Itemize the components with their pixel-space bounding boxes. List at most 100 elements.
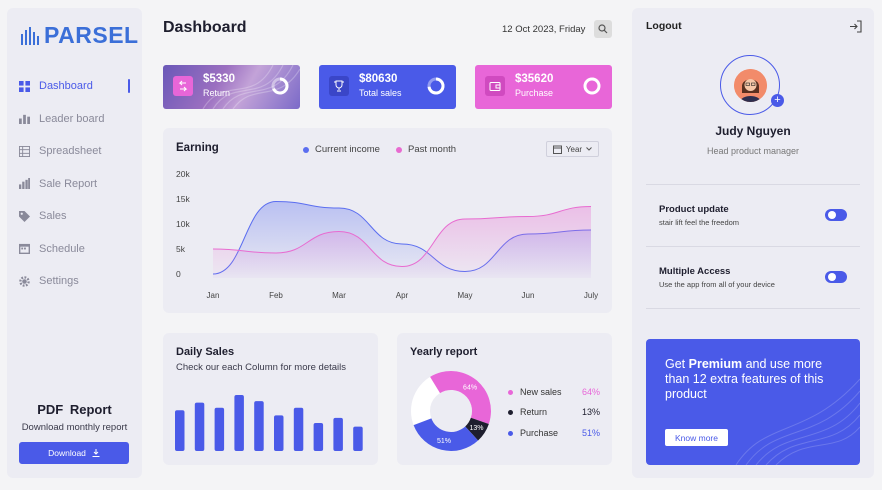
- y-tick-label: 5k: [176, 244, 186, 254]
- know-more-button[interactable]: Know more: [665, 429, 728, 446]
- legend-value: 51%: [581, 428, 600, 438]
- search-button[interactable]: [594, 20, 612, 38]
- wallet-icon: [485, 76, 505, 96]
- sidebar-item-label: Dashboard: [39, 80, 93, 93]
- download-icon: [92, 449, 100, 457]
- legend-label: New sales: [520, 387, 562, 397]
- legend-dot: [303, 146, 309, 153]
- daily-sales-bar[interactable]: [214, 407, 225, 451]
- year-select-label: Year: [565, 144, 583, 154]
- x-tick-label: Feb: [269, 291, 283, 300]
- promo-text: Get Premium and use more than 12 extra f…: [665, 357, 835, 402]
- daily-sales-bar[interactable]: [313, 423, 324, 451]
- add-photo-button[interactable]: +: [771, 94, 784, 107]
- promo-bold: Premium: [688, 357, 743, 371]
- user-name: Judy Nguyen: [715, 124, 791, 138]
- calendar-icon: [552, 145, 562, 154]
- logout-icon[interactable]: [849, 20, 862, 33]
- sidebar-item-spreadsheet[interactable]: Spreadsheet: [7, 135, 142, 168]
- sidebar-item-label: Settings: [39, 275, 79, 288]
- avatar-illustration: [734, 69, 767, 102]
- daily-sales-bar[interactable]: [353, 426, 363, 451]
- legend-value: 13%: [581, 407, 600, 417]
- wave-pattern: [202, 65, 300, 109]
- daily-sales-bar[interactable]: [293, 407, 304, 451]
- progress-ring: [583, 77, 601, 95]
- daily-sales-title: Daily Sales: [176, 346, 235, 358]
- x-tick-label: July: [584, 291, 598, 300]
- daily-sales-bar[interactable]: [175, 410, 185, 451]
- setting-title: Multiple Access: [659, 266, 731, 277]
- donut-slice-label: 64%: [463, 385, 477, 392]
- setting-title: Product update: [659, 204, 729, 215]
- legend-label: Purchase: [520, 428, 559, 438]
- divider: [646, 246, 860, 247]
- return-icon: [173, 76, 193, 96]
- daily-sales-bar[interactable]: [194, 402, 205, 451]
- setting-subtitle: Use the app from all of your device: [659, 280, 775, 289]
- grid-icon: [19, 80, 30, 92]
- report-chart-icon: [19, 178, 30, 190]
- user-role: Head product manager: [706, 146, 800, 156]
- x-tick-label: May: [457, 291, 472, 300]
- stat-card-purchase[interactable]: $35620 Purchase: [475, 65, 612, 109]
- sidebar-item-label: Sale Report: [39, 177, 98, 190]
- tag-icon: [19, 210, 30, 222]
- year-select[interactable]: Year: [546, 141, 599, 157]
- daily-sales-panel: Daily Sales Check our each Column for mo…: [163, 333, 378, 465]
- donut-slice[interactable]: [430, 371, 491, 424]
- sidebar-item-settings[interactable]: Settings: [7, 265, 142, 298]
- daily-sales-bar[interactable]: [274, 415, 284, 451]
- donut-slice[interactable]: [413, 418, 479, 451]
- y-tick-label: 10k: [176, 219, 190, 229]
- sidebar-item-leader-board[interactable]: Leader board: [7, 103, 142, 136]
- sidebar-item-dashboard[interactable]: Dashboard: [7, 70, 142, 103]
- daily-sales-bar[interactable]: [333, 417, 343, 451]
- earning-chart: 20k 15k 10k 5k 0 Jan Feb Mar Apr May Jun July: [176, 169, 598, 300]
- legend-dot: [508, 409, 513, 415]
- yearly-report-panel: Yearly report 64% 13% 51% New sales 64% Re…: [397, 333, 612, 465]
- sidebar-item-sales[interactable]: Sales: [7, 200, 142, 233]
- premium-promo: Get Premium and use more than 12 extra f…: [646, 339, 860, 465]
- daily-sales-bar[interactable]: [234, 395, 244, 451]
- product-update-toggle[interactable]: [825, 209, 847, 221]
- legend-current-income: Current income: [303, 144, 380, 155]
- stat-label: Total sales: [359, 88, 402, 98]
- promo-wave-pattern: [735, 378, 860, 465]
- multiple-access-toggle[interactable]: [825, 271, 847, 283]
- y-tick-label: 0: [176, 269, 181, 279]
- brand-name: PARSEL: [44, 22, 139, 48]
- pdf-report-subtitle: Download monthly report: [21, 422, 128, 433]
- series-area-past-month: [213, 206, 591, 278]
- donut-slice[interactable]: [465, 417, 489, 441]
- x-tick-label: Jun: [522, 291, 535, 300]
- download-button-label: Download: [48, 448, 86, 458]
- avatar[interactable]: [734, 69, 767, 102]
- legend-dot: [508, 430, 513, 436]
- donut-slice-label: 51%: [437, 438, 451, 445]
- stat-amount: $35620: [515, 73, 554, 85]
- yearly-legend-purchase: Purchase 51%: [508, 428, 600, 438]
- yearly-legend-new-sales: New sales 64%: [508, 387, 600, 397]
- legend-label: Return: [520, 407, 548, 417]
- stat-amount: $80630: [359, 73, 398, 85]
- progress-ring: [271, 77, 289, 95]
- logout-button[interactable]: Logout: [646, 20, 682, 32]
- sidebar-item-sale-report[interactable]: Sale Report: [7, 168, 142, 201]
- daily-sales-bar[interactable]: [254, 401, 264, 451]
- setting-subtitle: stair lift feel the freedom: [659, 218, 740, 227]
- logo[interactable]: PARSEL: [20, 22, 139, 49]
- promo-prefix: Get: [665, 357, 689, 371]
- pdf-report-title: PDF Report: [37, 402, 112, 417]
- trophy-icon: [329, 76, 349, 96]
- download-button[interactable]: Download: [19, 442, 129, 464]
- divider: [646, 308, 860, 309]
- yearly-report-title: Yearly report: [410, 346, 478, 358]
- sidebar-item-label: Leader board: [39, 112, 105, 125]
- stat-card-total-sales[interactable]: $80630 Total sales: [319, 65, 456, 109]
- bar-chart-icon: [19, 115, 30, 125]
- gear-icon: [19, 275, 30, 287]
- stat-card-return[interactable]: $5330 Return: [163, 65, 300, 109]
- sidebar-item-schedule[interactable]: Schedule: [7, 233, 142, 266]
- yearly-legend-return: Return 13%: [508, 407, 600, 417]
